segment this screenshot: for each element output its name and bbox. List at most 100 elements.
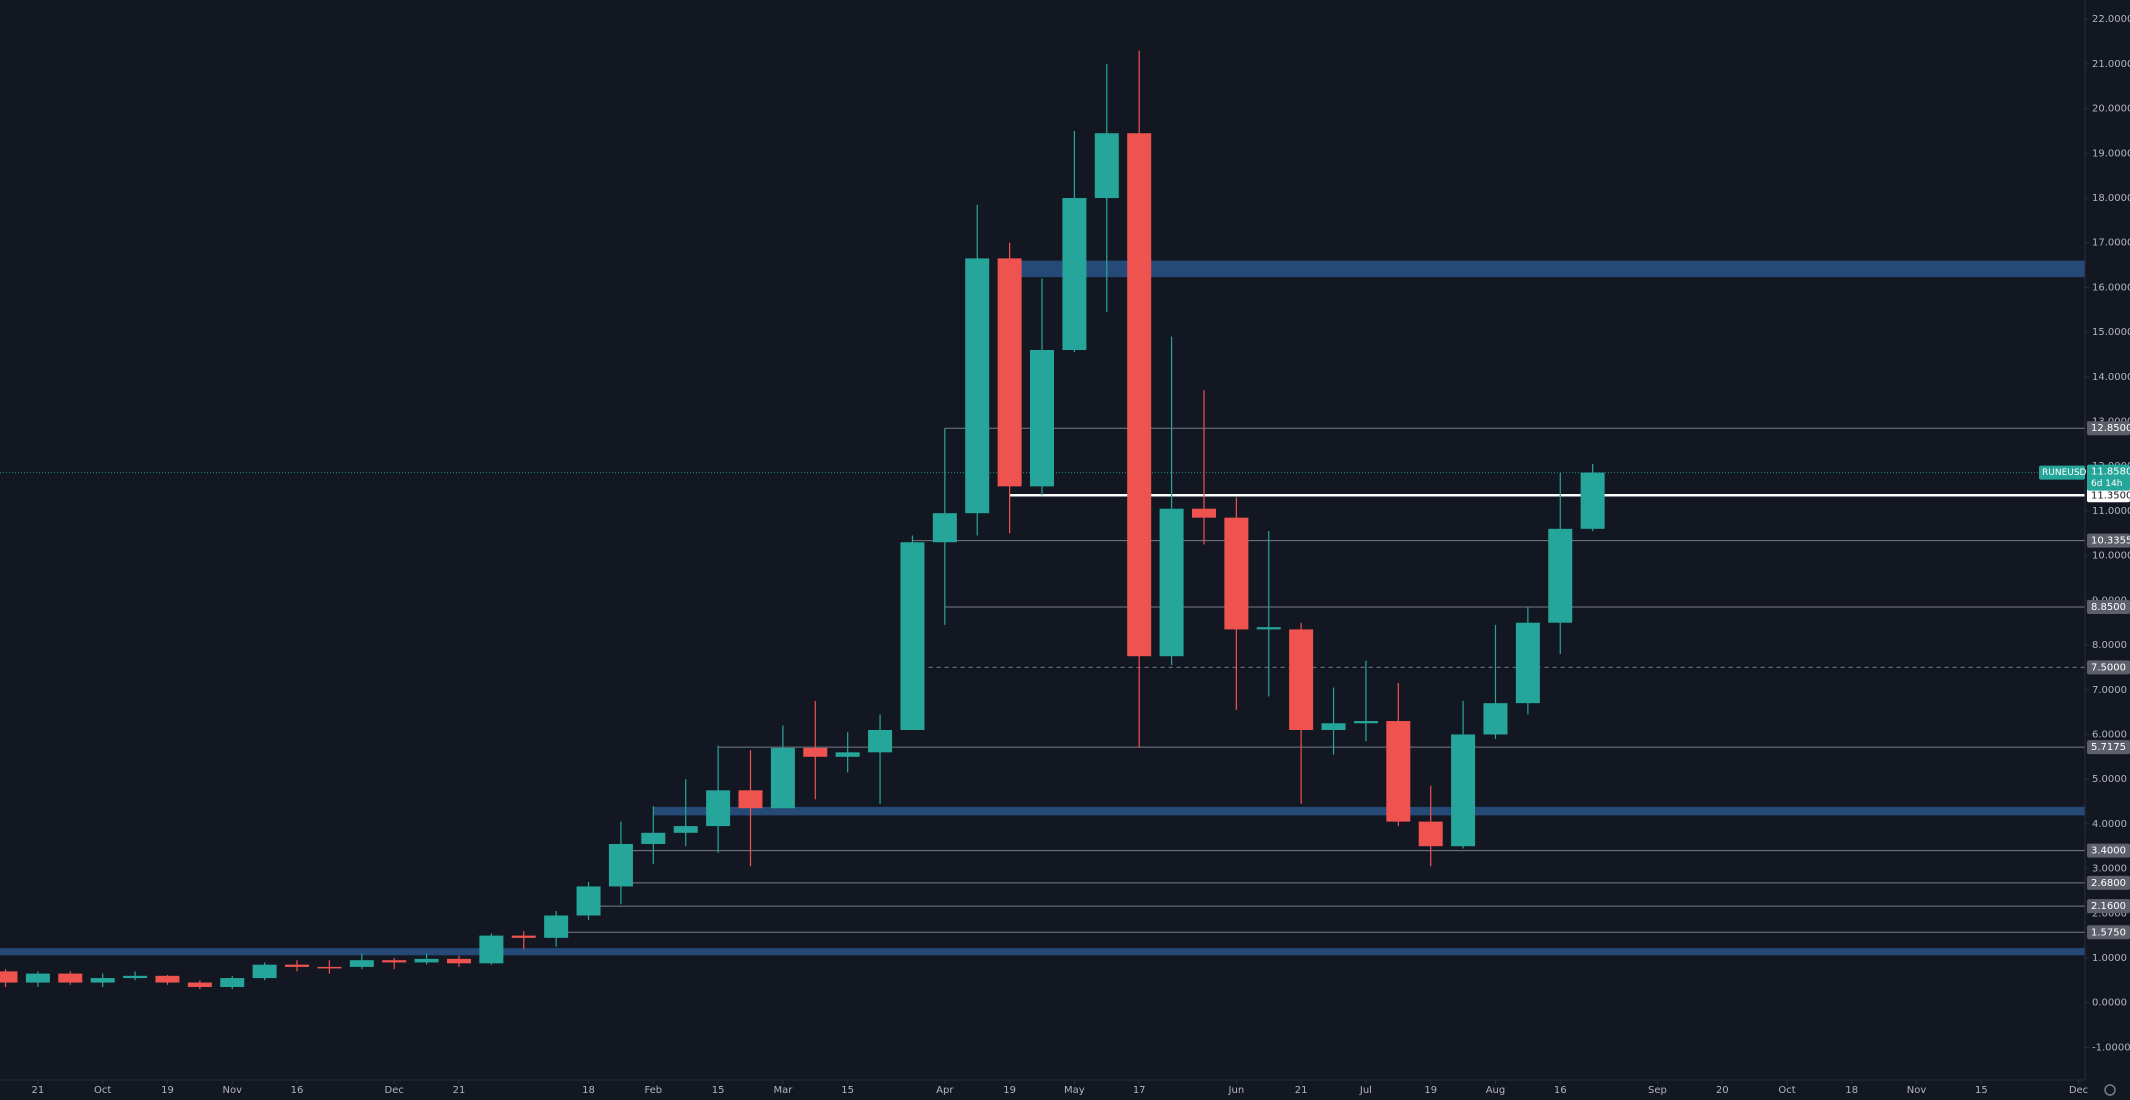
level-label: 12.8500 xyxy=(2091,423,2130,434)
y-tick-label: 0.0000 xyxy=(2092,998,2127,1009)
candle-body xyxy=(1191,508,1216,518)
candle-body xyxy=(868,729,893,753)
candle-body xyxy=(932,513,957,543)
candle-body xyxy=(446,958,471,964)
candle-body xyxy=(641,832,666,844)
symbol-label-bg xyxy=(2039,465,2085,480)
level-label: 10.3355 xyxy=(2091,536,2130,547)
candle-body xyxy=(835,752,860,757)
x-tick-label: 16 xyxy=(291,1085,304,1096)
countdown-label: 6d 14h xyxy=(2091,479,2122,489)
y-tick-label: 7.0000 xyxy=(2092,685,2127,696)
x-tick-label: Mar xyxy=(773,1085,793,1096)
level-label-bg xyxy=(2087,875,2130,890)
x-tick-label: Dec xyxy=(2069,1085,2088,1096)
candle-body xyxy=(803,747,828,757)
candle-body xyxy=(155,975,180,983)
x-tick-label: 21 xyxy=(1295,1085,1308,1096)
candle-body xyxy=(123,975,148,979)
y-tick-label: 20.0000 xyxy=(2092,104,2130,115)
candle-body xyxy=(997,258,1022,487)
candle-body xyxy=(900,542,925,730)
level-label-bg xyxy=(2087,660,2130,675)
level-label: 1.5750 xyxy=(2091,927,2126,938)
x-tick-label: 19 xyxy=(161,1085,174,1096)
last-price-label: 11.8580 xyxy=(2091,467,2130,478)
y-tick-label: 4.0000 xyxy=(2092,819,2127,830)
candle-body xyxy=(1451,734,1476,847)
candle-body xyxy=(1289,629,1314,730)
x-tick-label: 17 xyxy=(1133,1085,1146,1096)
y-tick-label: 19.0000 xyxy=(2092,148,2130,159)
level-label: 11.3500 xyxy=(2091,490,2130,501)
y-tick-label: 22.0000 xyxy=(2092,14,2130,25)
level-label-bg xyxy=(2087,533,2130,548)
candle-body xyxy=(1548,528,1573,623)
settings-icon[interactable] xyxy=(2104,1084,2116,1096)
candle-body xyxy=(770,747,795,809)
last-price-bg xyxy=(2087,464,2130,491)
candle-body xyxy=(673,826,698,833)
y-tick-label: 16.0000 xyxy=(2092,282,2130,293)
support-zone xyxy=(1009,260,2085,278)
x-tick-label: 15 xyxy=(712,1085,725,1096)
level-label: 7.5000 xyxy=(2091,662,2126,673)
symbol-label: RUNEUSD xyxy=(2042,468,2087,478)
candle-body xyxy=(576,886,601,916)
level-label: 5.7175 xyxy=(2091,742,2126,753)
x-tick-label: Feb xyxy=(644,1085,662,1096)
y-tick-label: 2.0000 xyxy=(2092,908,2127,919)
x-tick-label: May xyxy=(1064,1085,1085,1096)
x-tick-label: 19 xyxy=(1424,1085,1437,1096)
level-label: 8.8500 xyxy=(2091,602,2126,613)
candle-body xyxy=(25,973,50,983)
level-label-bg xyxy=(2087,488,2130,503)
candle-body xyxy=(382,960,407,963)
x-tick-label: 20 xyxy=(1716,1085,1729,1096)
x-tick-label: 15 xyxy=(1975,1085,1988,1096)
candle-body xyxy=(1580,472,1605,529)
candle-body xyxy=(608,843,633,887)
y-tick-label: 15.0000 xyxy=(2092,327,2130,338)
y-tick-label: 14.0000 xyxy=(2092,372,2130,383)
candle-body xyxy=(187,982,212,988)
candle-body xyxy=(90,978,115,983)
y-tick-label: 5.0000 xyxy=(2092,774,2127,785)
y-tick-label: 17.0000 xyxy=(2092,238,2130,249)
candle-body xyxy=(965,258,990,514)
candle-body xyxy=(1321,723,1346,730)
candle-body xyxy=(544,915,569,938)
candle-body xyxy=(1418,821,1443,847)
level-label-bg xyxy=(2087,421,2130,436)
x-tick-label: 18 xyxy=(1845,1085,1858,1096)
candle-body xyxy=(1483,703,1508,735)
y-tick-label: 8.0000 xyxy=(2092,640,2127,651)
candle-body xyxy=(285,964,310,967)
candle-body xyxy=(1062,198,1087,351)
x-tick-label: Oct xyxy=(1778,1085,1795,1096)
x-tick-label: Apr xyxy=(936,1085,954,1096)
level-label-bg xyxy=(2087,740,2130,755)
x-tick-label: Nov xyxy=(1907,1085,1927,1096)
level-label-bg xyxy=(2087,925,2130,940)
x-tick-label: Sep xyxy=(1648,1085,1667,1096)
x-tick-label: 21 xyxy=(32,1085,45,1096)
x-tick-label: Oct xyxy=(94,1085,111,1096)
x-tick-label: Dec xyxy=(385,1085,404,1096)
x-tick-label: 21 xyxy=(453,1085,466,1096)
y-tick-label: 21.0000 xyxy=(2092,59,2130,70)
candle-body xyxy=(0,971,18,983)
candle-body xyxy=(58,973,83,983)
candle-body xyxy=(479,935,504,964)
candle-body xyxy=(1515,622,1540,704)
candle-body xyxy=(706,790,731,827)
candle-body xyxy=(1224,517,1249,630)
candle-body xyxy=(1386,721,1411,822)
level-label-bg xyxy=(2087,843,2130,858)
level-label: 2.1600 xyxy=(2091,901,2126,912)
x-tick-label: Nov xyxy=(222,1085,242,1096)
y-tick-label: 3.0000 xyxy=(2092,864,2127,875)
candle-body xyxy=(1094,133,1119,199)
candle-body xyxy=(1030,350,1055,487)
